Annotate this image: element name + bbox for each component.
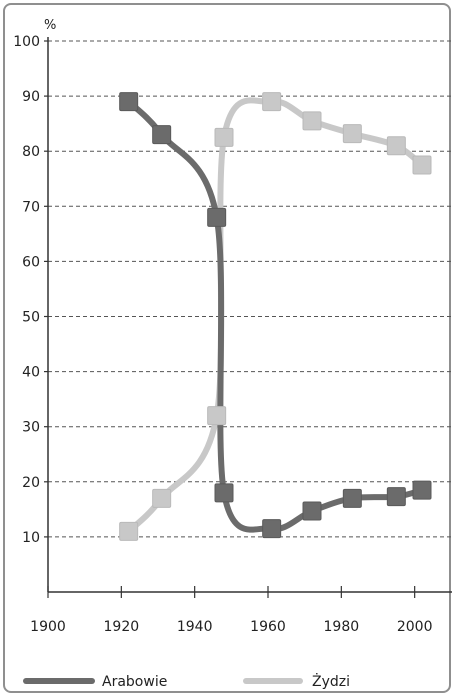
axes [47, 37, 452, 593]
marker-arabowie-2002 [412, 480, 432, 500]
y-tick-label-80: 80 [22, 144, 40, 160]
x-tick-label-1940: 1940 [177, 619, 213, 635]
chart-frame [3, 3, 451, 693]
series-line-żydzi [125, 97, 425, 535]
marker-żydzi-2002 [412, 155, 432, 175]
y-tick-label-70: 70 [22, 199, 40, 215]
y-tick-labels: 10 20 30 40 50 60 70 80 90 100 [13, 34, 48, 546]
legend-label-0: Arabowie [102, 674, 167, 690]
marker-żydzi-1948 [214, 127, 234, 147]
y-tick-label-60: 60 [22, 254, 40, 270]
x-tick-label-1960: 1960 [250, 619, 286, 635]
y-tick-label-90: 90 [22, 89, 40, 105]
marker-arabowie-1922 [119, 92, 139, 112]
marker-arabowie-1946 [207, 207, 227, 227]
legend: Arabowie Żydzi [23, 672, 350, 690]
marker-arabowie-1931 [152, 125, 172, 145]
marker-arabowie-1995 [386, 487, 406, 507]
y-tick-label-50: 50 [22, 310, 40, 326]
marker-arabowie-1972 [302, 501, 322, 521]
x-tick-label-2000: 2000 [397, 619, 433, 635]
series-markers [119, 92, 432, 541]
y-axis-unit-label: % [44, 18, 56, 33]
grid-lines [48, 40, 452, 538]
marker-żydzi-1931 [152, 488, 172, 508]
x-tick-label-1920: 1920 [104, 619, 140, 635]
marker-żydzi-1983 [342, 124, 362, 144]
y-tick-label-100: 100 [13, 34, 40, 50]
marker-żydzi-1922 [119, 521, 139, 541]
marker-żydzi-1946 [207, 406, 227, 426]
x-tick-labels: 1900 1920 1940 1960 1980 2000 [30, 586, 432, 635]
y-tick-label-20: 20 [22, 475, 40, 491]
marker-arabowie-1948 [214, 483, 234, 503]
marker-żydzi-1972 [302, 111, 322, 131]
y-tick-label-40: 40 [22, 365, 40, 381]
x-tick-label-1980: 1980 [324, 619, 360, 635]
marker-żydzi-1995 [386, 136, 406, 156]
series-line-arabowie [125, 98, 425, 533]
y-tick-label-10: 10 [22, 530, 40, 546]
legend-label-1: Żydzi [312, 672, 350, 690]
marker-arabowie-1983 [342, 488, 362, 508]
series-lines [125, 97, 425, 535]
marker-arabowie-1961 [262, 519, 282, 539]
marker-żydzi-1961 [262, 92, 282, 112]
x-tick-label-1900: 1900 [30, 619, 66, 635]
y-tick-label-30: 30 [22, 420, 40, 436]
